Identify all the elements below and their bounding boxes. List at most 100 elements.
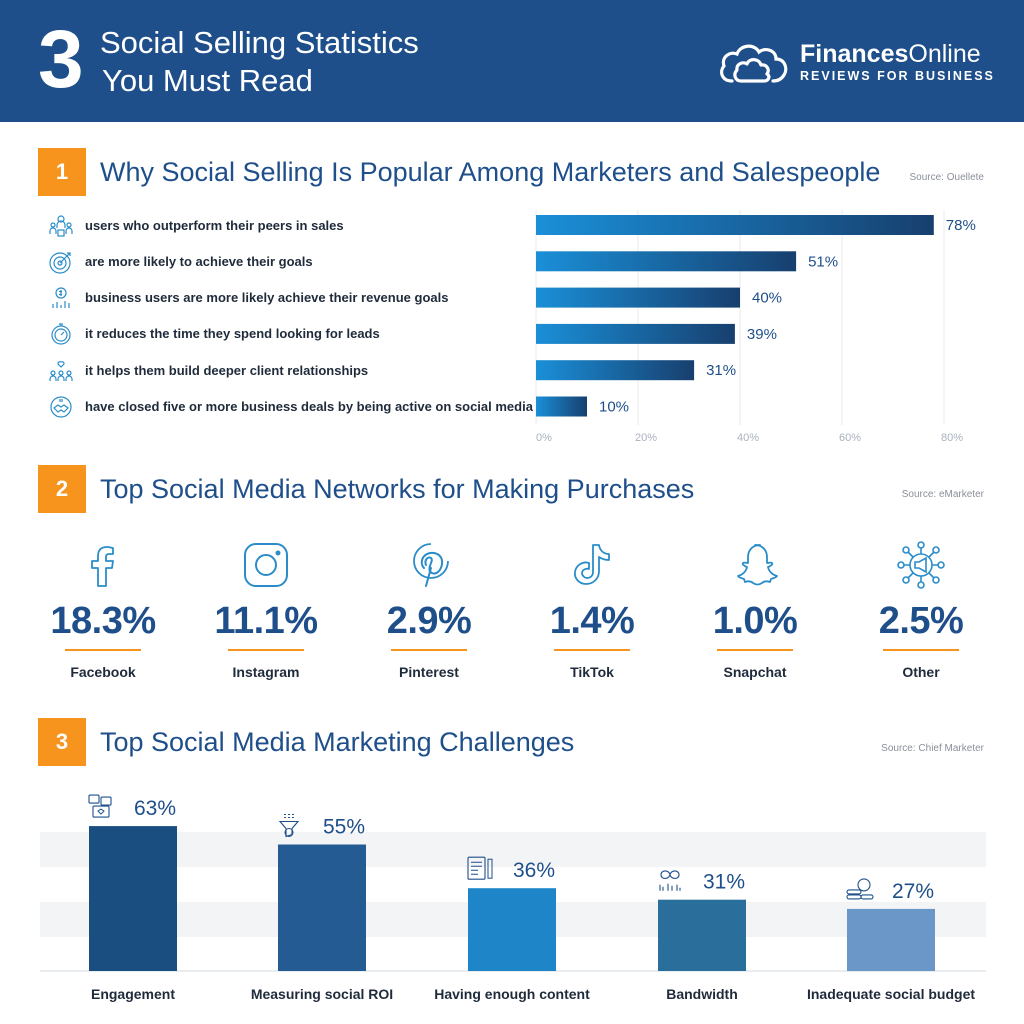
vbar-chart: 63% Engagement 55% Measuring social ROI 36% H…	[40, 794, 986, 1002]
section3-number: 3	[38, 718, 86, 766]
network-card-facebook: 18.3% Facebook	[28, 540, 178, 690]
megaphone-network-icon	[897, 541, 945, 589]
list-item: it helps them build deeper client relati…	[46, 357, 536, 385]
roi-funnel-icon	[278, 814, 300, 838]
page-title-line2: You Must Read	[102, 63, 313, 98]
vbar-bar	[847, 908, 935, 971]
hbar-bar	[536, 323, 735, 344]
vbar-value-label: 63%	[134, 797, 176, 820]
network-value: 18.3%	[50, 600, 156, 642]
list-item: business users are more likely achieve t…	[46, 284, 536, 312]
vbar-bar	[468, 888, 556, 971]
bandwidth-icon	[659, 870, 681, 891]
relationship-network-icon	[49, 361, 73, 381]
hbar-value-label: 39%	[747, 326, 777, 343]
hbar-value-label: 40%	[752, 290, 782, 307]
network-value: 11.1%	[214, 600, 318, 642]
network-card-snapchat: 1.0% Snapchat	[680, 540, 830, 690]
snapchat-icon	[737, 544, 778, 586]
section3-title: Top Social Media Marketing Challenges	[100, 727, 575, 757]
network-card-instagram: 11.1% Instagram	[191, 540, 341, 690]
network-value: 2.5%	[878, 600, 964, 642]
list-item: are more likely to achieve their goals	[46, 248, 536, 276]
hbar-value-label: 10%	[599, 399, 629, 416]
vbar-bar	[658, 899, 746, 971]
network-name: Other	[902, 664, 940, 680]
network-name: Snapchat	[723, 664, 787, 680]
network-name: Facebook	[70, 664, 136, 680]
content-icon	[467, 856, 493, 880]
handshake-deal-icon	[50, 396, 72, 418]
section3-source: Source: Chief Marketer	[881, 743, 984, 754]
vbar-value-label: 31%	[703, 871, 745, 894]
vbar-category-label: Measuring social ROI	[251, 986, 393, 1002]
tiktok-icon	[573, 544, 610, 585]
divider	[65, 649, 141, 651]
section1-title: Why Social Selling Is Popular Among Mark…	[100, 157, 881, 187]
hbar-tick-labels: 0% 20% 40% 60% 80%	[536, 432, 963, 444]
hbar-chart: 78% 51% 40% 39% 31% 10% 0% 20% 40% 60% 80%	[535, 210, 976, 444]
network-card-tiktok: 1.4% TikTok	[517, 540, 667, 690]
hbar-tick-label: 40%	[737, 432, 759, 444]
section2-title: Top Social Media Networks for Making Pur…	[100, 474, 695, 504]
brand-logo[interactable]: FinancesOnline REVIEWS FOR BUSINESS	[718, 38, 998, 88]
network-value: 2.9%	[386, 600, 472, 642]
revenue-growth-icon	[52, 287, 70, 308]
vbar-value-label: 27%	[892, 880, 934, 903]
hbar-bar	[536, 360, 695, 381]
vbar-bar	[278, 844, 366, 971]
hbar-tick-label: 60%	[839, 432, 861, 444]
stat-label: it helps them build deeper client relati…	[85, 363, 369, 378]
stat-label: business users are more likely achieve t…	[85, 290, 449, 305]
hbar-value-label: 78%	[946, 217, 976, 234]
people-award-icon	[49, 215, 73, 237]
hbar-bar	[536, 251, 797, 272]
network-name: TikTok	[570, 664, 614, 680]
vbar-value-label: 36%	[513, 859, 555, 882]
budget-coins-icon	[846, 878, 874, 900]
section1-number: 1	[38, 148, 86, 196]
brand-name: FinancesOnline	[800, 40, 981, 68]
vbar-bar	[89, 826, 177, 971]
divider	[717, 649, 793, 651]
facebook-icon	[91, 546, 114, 587]
network-value: 1.0%	[712, 600, 798, 642]
section1-source: Source: Ouellete	[909, 172, 985, 183]
hbar-tick-label: 20%	[635, 432, 657, 444]
divider	[883, 649, 959, 651]
network-name: Pinterest	[399, 664, 459, 680]
stat-label: users who outperform their peers in sale…	[85, 218, 344, 233]
hbar-bar	[536, 396, 587, 417]
vbar-category-label: Having enough content	[434, 986, 590, 1002]
section2-source: Source: eMarketer	[901, 489, 984, 500]
hbar-bars: 78% 51% 40% 39% 31% 10%	[536, 215, 976, 417]
vbar-category-label: Inadequate social budget	[807, 986, 975, 1002]
engagement-icon	[88, 794, 112, 818]
vbar-bars	[89, 826, 935, 971]
brand-tagline: REVIEWS FOR BUSINESS	[800, 69, 995, 83]
page-title-line1: Social Selling Statistics	[100, 25, 419, 60]
header-banner: 3 Social Selling Statistics You Must Rea…	[0, 0, 1024, 122]
stat-label: it reduces the time they spend looking f…	[85, 326, 380, 341]
network-name: Instagram	[232, 664, 300, 680]
divider	[228, 649, 304, 651]
list-item: users who outperform their peers in sale…	[46, 212, 536, 240]
target-icon	[49, 252, 71, 274]
instagram-icon	[244, 543, 288, 587]
divider	[391, 649, 467, 651]
network-value: 1.4%	[549, 600, 635, 642]
vbar-labels: 63% Engagement 55% Measuring social ROI 36% H…	[91, 797, 975, 1002]
vbar-category-label: Bandwidth	[666, 986, 738, 1002]
network-card-pinterest: 2.9% Pinterest	[354, 540, 504, 690]
pinterest-icon	[413, 543, 449, 587]
vbar-icons	[88, 794, 874, 900]
hbar-tick-label: 0%	[536, 432, 552, 444]
divider	[554, 649, 630, 651]
section2-number: 2	[38, 465, 86, 513]
hbar-tick-label: 80%	[941, 432, 963, 444]
stopwatch-icon	[51, 323, 71, 345]
hbar-value-label: 51%	[808, 253, 838, 270]
hbar-gridlines	[535, 210, 945, 425]
cloud-logo-icon	[720, 44, 788, 83]
header-number: 3	[38, 14, 84, 105]
